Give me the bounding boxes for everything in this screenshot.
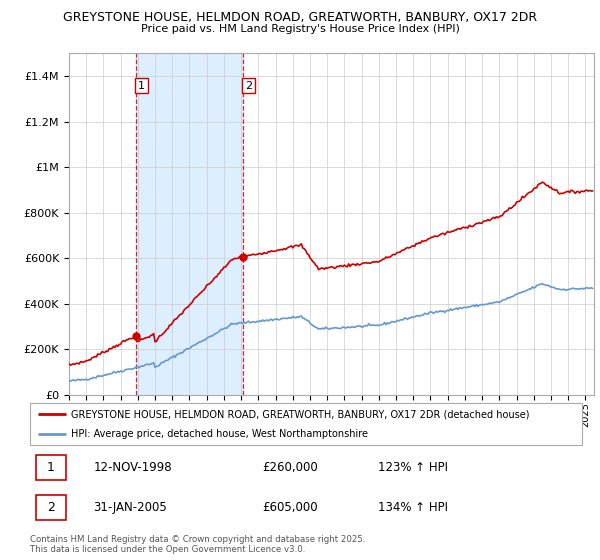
Text: GREYSTONE HOUSE, HELMDON ROAD, GREATWORTH, BANBURY, OX17 2DR: GREYSTONE HOUSE, HELMDON ROAD, GREATWORT… bbox=[63, 11, 537, 24]
Text: HPI: Average price, detached house, West Northamptonshire: HPI: Average price, detached house, West… bbox=[71, 430, 368, 439]
FancyBboxPatch shape bbox=[35, 495, 66, 520]
FancyBboxPatch shape bbox=[30, 403, 582, 445]
Text: Price paid vs. HM Land Registry's House Price Index (HPI): Price paid vs. HM Land Registry's House … bbox=[140, 24, 460, 34]
Bar bbox=[136, 53, 242, 395]
Text: 134% ↑ HPI: 134% ↑ HPI bbox=[378, 501, 448, 514]
Text: Contains HM Land Registry data © Crown copyright and database right 2025.
This d: Contains HM Land Registry data © Crown c… bbox=[30, 535, 365, 554]
Text: GREYSTONE HOUSE, HELMDON ROAD, GREATWORTH, BANBURY, OX17 2DR (detached house): GREYSTONE HOUSE, HELMDON ROAD, GREATWORT… bbox=[71, 409, 530, 419]
Text: 2: 2 bbox=[47, 501, 55, 514]
Text: 1: 1 bbox=[47, 461, 55, 474]
Text: 1: 1 bbox=[138, 81, 145, 91]
Text: 12-NOV-1998: 12-NOV-1998 bbox=[94, 461, 172, 474]
Text: 123% ↑ HPI: 123% ↑ HPI bbox=[378, 461, 448, 474]
FancyBboxPatch shape bbox=[35, 455, 66, 480]
Text: 31-JAN-2005: 31-JAN-2005 bbox=[94, 501, 167, 514]
Text: £260,000: £260,000 bbox=[262, 461, 317, 474]
Text: £605,000: £605,000 bbox=[262, 501, 317, 514]
Text: 2: 2 bbox=[245, 81, 252, 91]
